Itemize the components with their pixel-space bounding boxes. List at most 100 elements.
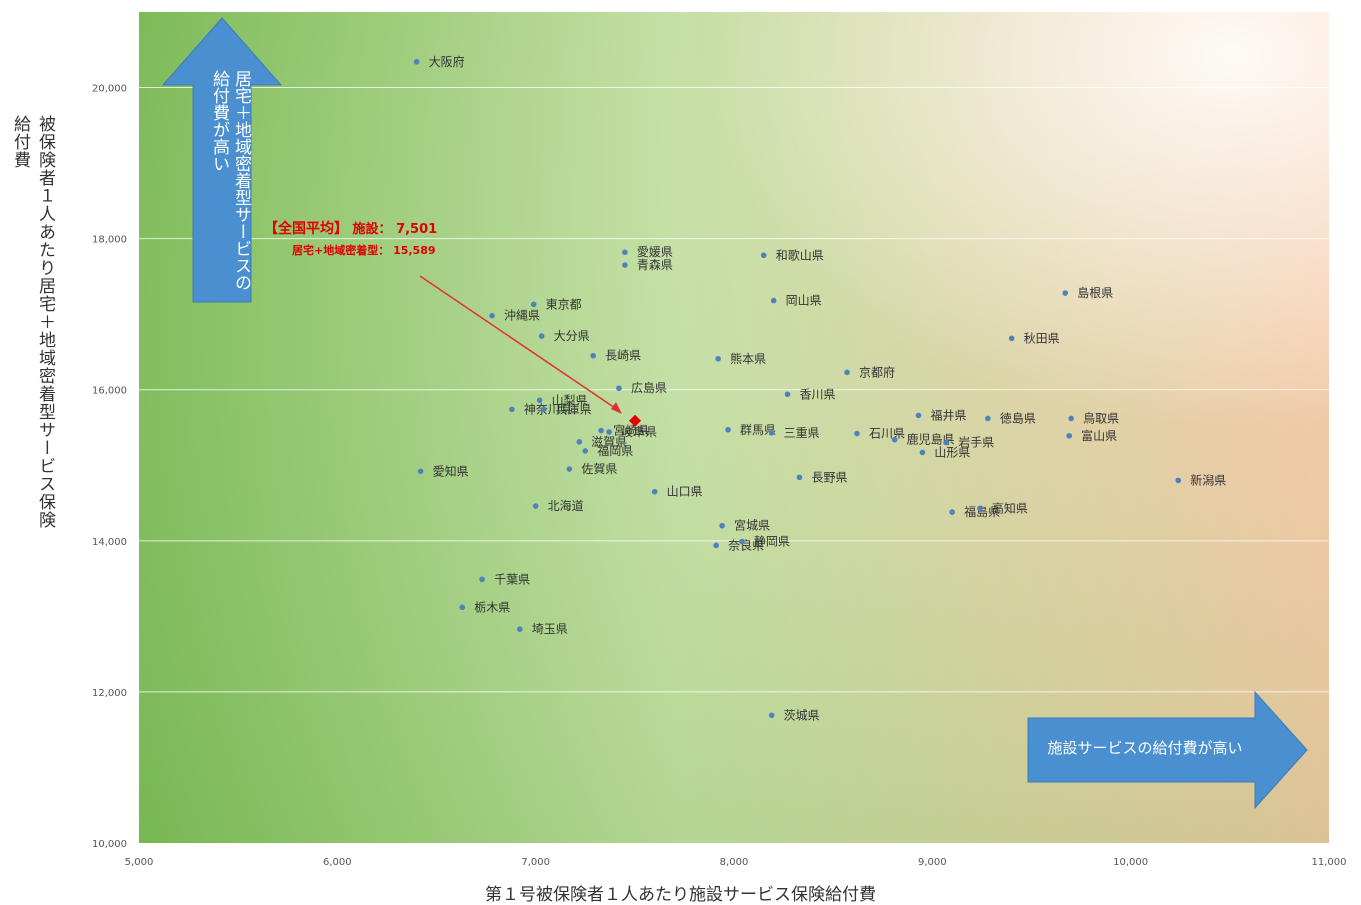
data-point [854, 430, 860, 437]
average-pointer-head [611, 402, 622, 414]
data-point [540, 406, 547, 413]
point-label: 山形県 [934, 445, 970, 459]
data-point [622, 249, 628, 256]
data-point [413, 59, 420, 65]
point-label: 愛知県 [433, 464, 469, 478]
point-label: 埼玉県 [532, 622, 568, 636]
x-tick-label: 10,000 [1113, 857, 1148, 868]
data-point [715, 355, 721, 362]
data-point [459, 604, 466, 611]
data-point [768, 429, 775, 436]
point-label: 岩手県 [958, 435, 994, 450]
x-tick-label: 7,000 [521, 857, 550, 868]
y-tick-label: 18,000 [92, 235, 127, 246]
data-point [713, 542, 719, 549]
data-point [590, 352, 596, 359]
point-label: 高知県 [992, 500, 1028, 515]
data-point [977, 505, 983, 512]
point-label: 宮城県 [734, 518, 770, 533]
point-label: 山梨県 [552, 393, 588, 407]
data-point [784, 391, 791, 398]
point-label: 長崎県 [605, 349, 641, 363]
data-point [949, 509, 955, 515]
data-point [582, 448, 589, 454]
data-point [651, 488, 658, 495]
data-point [719, 522, 725, 529]
point-label: 群馬県 [740, 423, 776, 437]
point-label: 京都府 [859, 364, 895, 379]
data-point [530, 301, 537, 308]
data-point [943, 439, 950, 446]
y-axis-label: 被保険者１人あたり居宅＋地域密着型サービス保険給付費 [10, 115, 55, 529]
point-label: 三重県 [784, 426, 820, 440]
data-point [1066, 433, 1072, 439]
average-heading: 【全国平均】 [264, 221, 348, 237]
data-point [479, 576, 485, 583]
point-label: 宮崎県 [613, 423, 649, 438]
data-point [1062, 290, 1069, 296]
data-point [489, 312, 495, 319]
up-arrow-label: 居宅＋地域密着型サービスの給付費が高い [209, 70, 251, 291]
data-point [985, 415, 991, 422]
data-point [796, 474, 803, 481]
point-label: 滋賀県 [591, 435, 627, 449]
data-point [576, 439, 583, 445]
point-label: 兵庫県 [556, 402, 592, 416]
data-point [844, 369, 850, 376]
point-label: 茨城県 [784, 708, 820, 722]
point-label: 鳥取県 [1083, 410, 1119, 425]
data-point [739, 538, 745, 545]
y-tick-label: 14,000 [92, 537, 127, 548]
point-label: 静岡県 [754, 535, 790, 549]
average-facility-value: 7,501 [396, 222, 438, 237]
point-label: 山口県 [667, 485, 703, 499]
point-label: 栃木県 [474, 600, 510, 614]
point-label: 和歌山県 [776, 247, 824, 262]
point-label: 岡山県 [786, 294, 822, 308]
average-home-value: 15,589 [393, 244, 436, 257]
data-point [891, 436, 898, 443]
data-point [919, 449, 926, 456]
point-label: 神奈川県 [524, 402, 572, 416]
data-point [1068, 415, 1074, 422]
point-label: 北海道 [548, 498, 584, 513]
x-tick-label: 5,000 [125, 857, 154, 868]
point-label: 佐賀県 [581, 462, 617, 476]
data-point [616, 385, 622, 392]
x-tick-label: 9,000 [918, 857, 947, 868]
point-label: 愛媛県 [637, 245, 673, 259]
data-point [770, 297, 777, 304]
point-label: 大分県 [554, 329, 590, 343]
point-label: 石川県 [869, 427, 905, 441]
point-label: 福島県 [964, 504, 1000, 519]
point-label: 長野県 [811, 470, 847, 484]
data-point [566, 466, 573, 472]
data-point [760, 252, 767, 259]
data-point [517, 626, 523, 633]
x-tick-label: 8,000 [720, 857, 749, 868]
data-point [1008, 335, 1015, 342]
point-label: 東京都 [546, 297, 582, 311]
x-tick-label: 11,000 [1312, 857, 1347, 868]
national-average-marker [629, 414, 642, 427]
point-label: 熊本県 [730, 351, 766, 366]
data-point [768, 712, 775, 719]
point-label: 奈良県 [728, 537, 764, 552]
data-point [1175, 477, 1182, 484]
point-label: 青森県 [637, 257, 673, 272]
data-point [598, 427, 604, 434]
right-arrow-label: 施設サービスの給付費が高い [1047, 739, 1243, 757]
point-label: 富山県 [1081, 428, 1117, 443]
right-arrow-shape [1027, 690, 1308, 810]
data-point [606, 429, 612, 435]
average-pointer-line [419, 275, 619, 411]
data-point [915, 412, 922, 419]
point-label: 秋田県 [1024, 331, 1060, 345]
y-tick-label: 12,000 [92, 688, 127, 699]
point-label: 福岡県 [597, 443, 633, 458]
y-tick-label: 16,000 [92, 386, 127, 397]
x-axis-label: 第１号被保険者１人あたり施設サービス保険給付費 [485, 885, 876, 905]
average-home-label: 居宅+地域密着型： [292, 244, 390, 257]
y-tick-label: 20,000 [92, 84, 127, 95]
national-average-callout: 【全国平均】 施設： 7,501 居宅+地域密着型： 15,589 [264, 218, 437, 258]
